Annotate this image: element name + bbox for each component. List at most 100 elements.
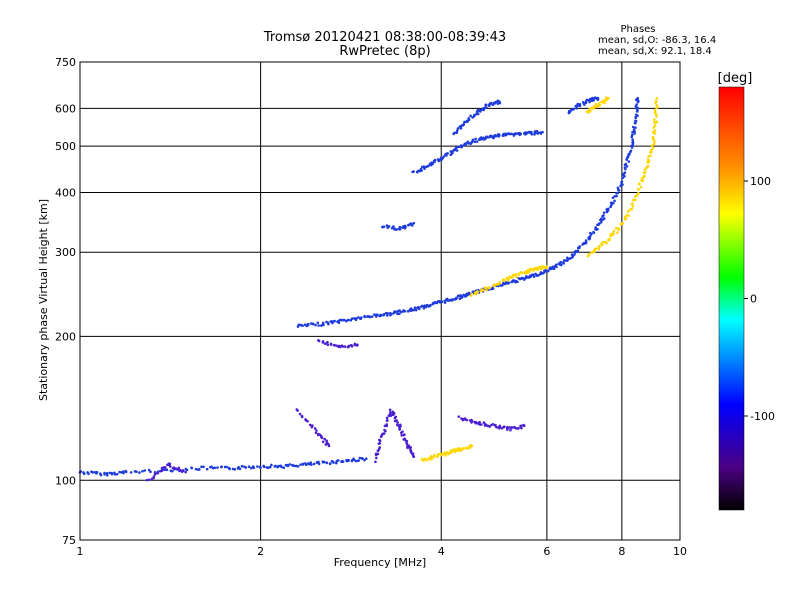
data-point xyxy=(646,161,649,164)
data-point xyxy=(364,457,368,460)
data-point xyxy=(631,143,635,147)
data-point xyxy=(282,466,285,470)
data-point xyxy=(401,430,404,433)
data-point xyxy=(612,229,616,233)
data-point xyxy=(455,129,459,132)
data-point xyxy=(247,465,251,468)
data-point xyxy=(498,100,501,103)
data-point xyxy=(306,419,309,423)
data-point xyxy=(474,421,478,424)
data-point xyxy=(333,319,337,323)
data-point xyxy=(225,465,228,469)
data-point xyxy=(316,321,320,325)
data-point xyxy=(385,423,388,426)
data-point xyxy=(575,106,578,110)
data-point xyxy=(465,294,468,297)
data-point xyxy=(378,446,381,449)
data-point xyxy=(347,458,350,462)
data-point xyxy=(498,281,502,285)
data-point xyxy=(321,340,325,343)
data-point xyxy=(391,413,395,417)
data-point xyxy=(184,470,187,474)
data-point xyxy=(446,452,450,456)
data-point xyxy=(585,98,589,102)
data-point xyxy=(375,313,378,317)
data-point xyxy=(396,310,399,313)
data-point xyxy=(634,119,638,123)
data-point xyxy=(412,455,416,459)
data-point xyxy=(496,102,500,105)
data-point xyxy=(314,431,318,435)
data-point xyxy=(578,102,582,106)
data-point xyxy=(449,150,453,153)
data-point xyxy=(386,314,389,317)
data-point xyxy=(517,273,521,276)
data-point xyxy=(613,199,616,203)
data-point xyxy=(336,459,340,462)
data-point xyxy=(631,198,635,202)
data-point xyxy=(643,171,647,174)
data-point xyxy=(582,102,586,105)
data-point xyxy=(441,452,444,456)
data-point xyxy=(505,426,509,429)
data-point xyxy=(91,471,95,474)
data-point xyxy=(113,473,117,476)
data-point xyxy=(388,413,392,416)
data-point xyxy=(135,470,138,473)
data-point xyxy=(452,132,456,136)
y-tick-label: 75 xyxy=(62,534,76,547)
data-point xyxy=(516,427,519,430)
data-point xyxy=(537,131,540,135)
data-point xyxy=(641,179,645,183)
data-point xyxy=(95,470,99,474)
data-point xyxy=(335,344,338,347)
data-point xyxy=(476,112,480,116)
data-point xyxy=(636,187,640,191)
data-point xyxy=(413,306,417,309)
data-point xyxy=(373,313,376,316)
data-point xyxy=(433,158,437,162)
data-point xyxy=(589,109,592,113)
y-axis-label: Stationary phase Virtual Height [km] xyxy=(37,199,50,401)
data-point xyxy=(578,245,581,248)
data-point xyxy=(655,96,659,100)
data-point xyxy=(651,135,655,139)
data-point xyxy=(493,424,497,427)
data-point xyxy=(454,296,458,300)
data-point xyxy=(385,416,389,420)
data-point xyxy=(406,310,410,313)
data-point xyxy=(357,459,360,462)
data-point xyxy=(317,460,320,464)
data-point xyxy=(321,440,325,444)
data-point xyxy=(510,426,513,430)
data-point xyxy=(520,426,523,430)
data-point xyxy=(629,149,633,153)
data-point xyxy=(603,101,606,105)
data-point xyxy=(431,162,434,166)
data-points xyxy=(78,96,659,482)
data-point xyxy=(615,194,618,198)
data-point xyxy=(124,470,128,474)
data-point xyxy=(403,224,407,228)
data-point xyxy=(445,297,449,301)
data-point xyxy=(341,460,345,463)
data-point xyxy=(190,466,193,470)
data-point xyxy=(530,130,533,134)
data-point xyxy=(268,465,272,469)
data-point xyxy=(564,259,568,262)
data-point xyxy=(514,132,517,136)
data-point xyxy=(517,276,520,280)
data-point xyxy=(585,110,589,113)
data-point xyxy=(357,316,360,319)
data-point xyxy=(507,277,510,281)
data-point xyxy=(480,423,483,426)
data-point xyxy=(491,423,495,426)
data-point xyxy=(374,460,377,464)
data-point xyxy=(605,96,608,99)
data-point xyxy=(602,217,606,220)
data-point xyxy=(433,453,436,457)
data-point xyxy=(414,308,418,312)
data-point xyxy=(308,423,312,427)
data-point xyxy=(623,166,627,170)
